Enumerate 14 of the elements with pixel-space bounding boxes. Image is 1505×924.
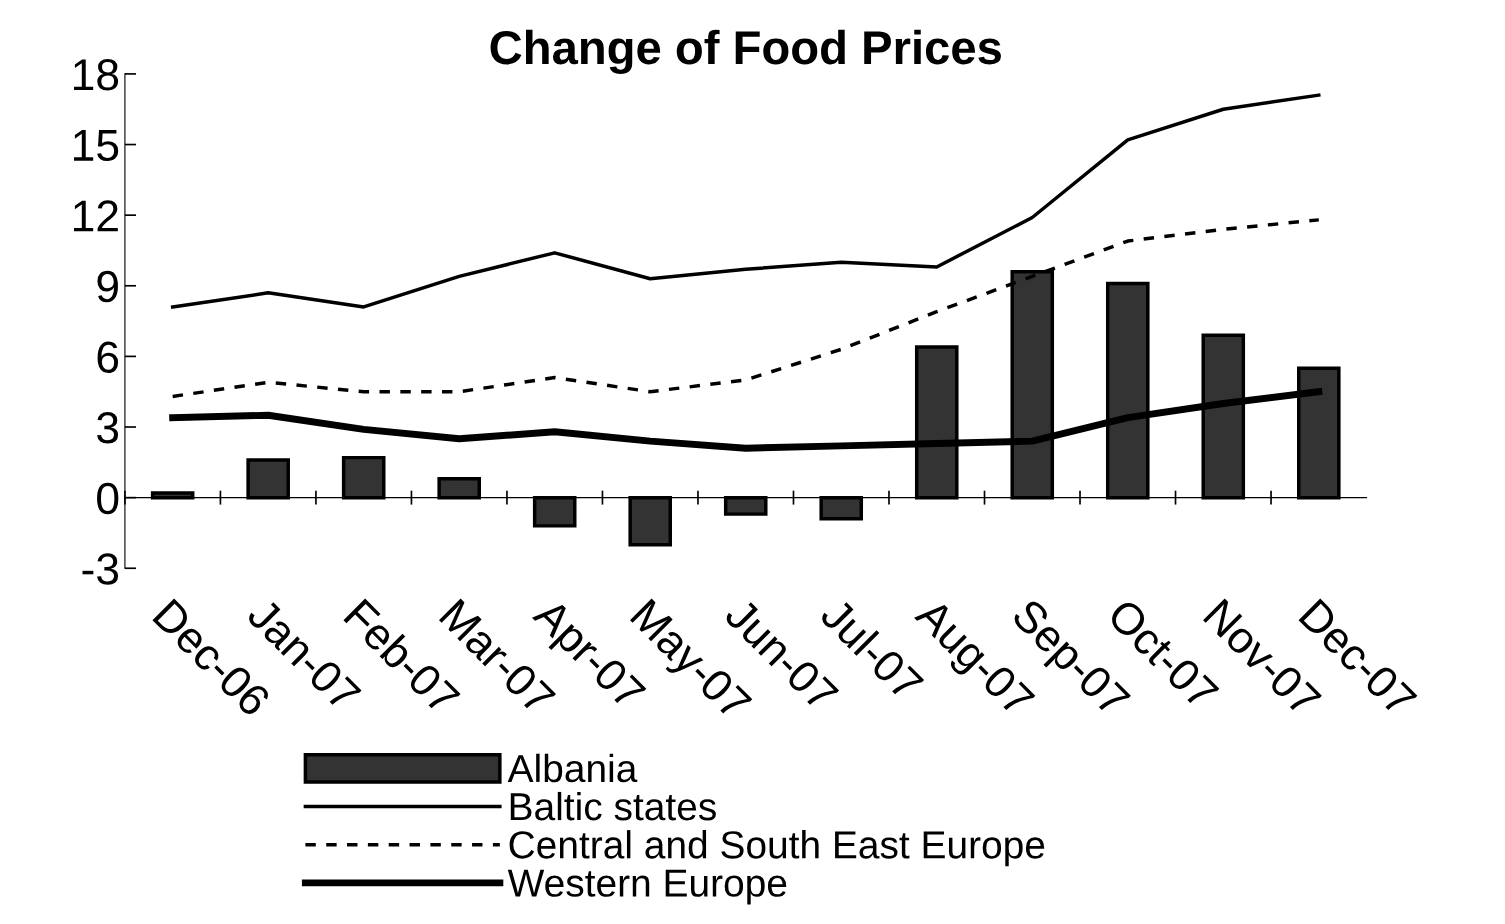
- legend-label: Western Europe: [507, 869, 787, 905]
- chart-title: Change of Food Prices: [490, 29, 1001, 74]
- y-tick-label: 15: [74, 130, 119, 162]
- y-tick-label: 9: [97, 270, 118, 303]
- y-tick-label: 3: [97, 412, 119, 444]
- line-series: [170, 93, 1321, 309]
- y-tick-label: 12: [74, 200, 118, 232]
- legend-label: Albania: [507, 753, 638, 783]
- y-tick-label: 6: [97, 341, 119, 373]
- y-tick-label: 0: [97, 482, 119, 515]
- legend-label: Baltic states: [510, 791, 716, 821]
- legend-label: Central and South East Europe: [509, 830, 1045, 867]
- y-tick-label: -3: [82, 553, 119, 585]
- y-tick-label: 18: [74, 58, 119, 91]
